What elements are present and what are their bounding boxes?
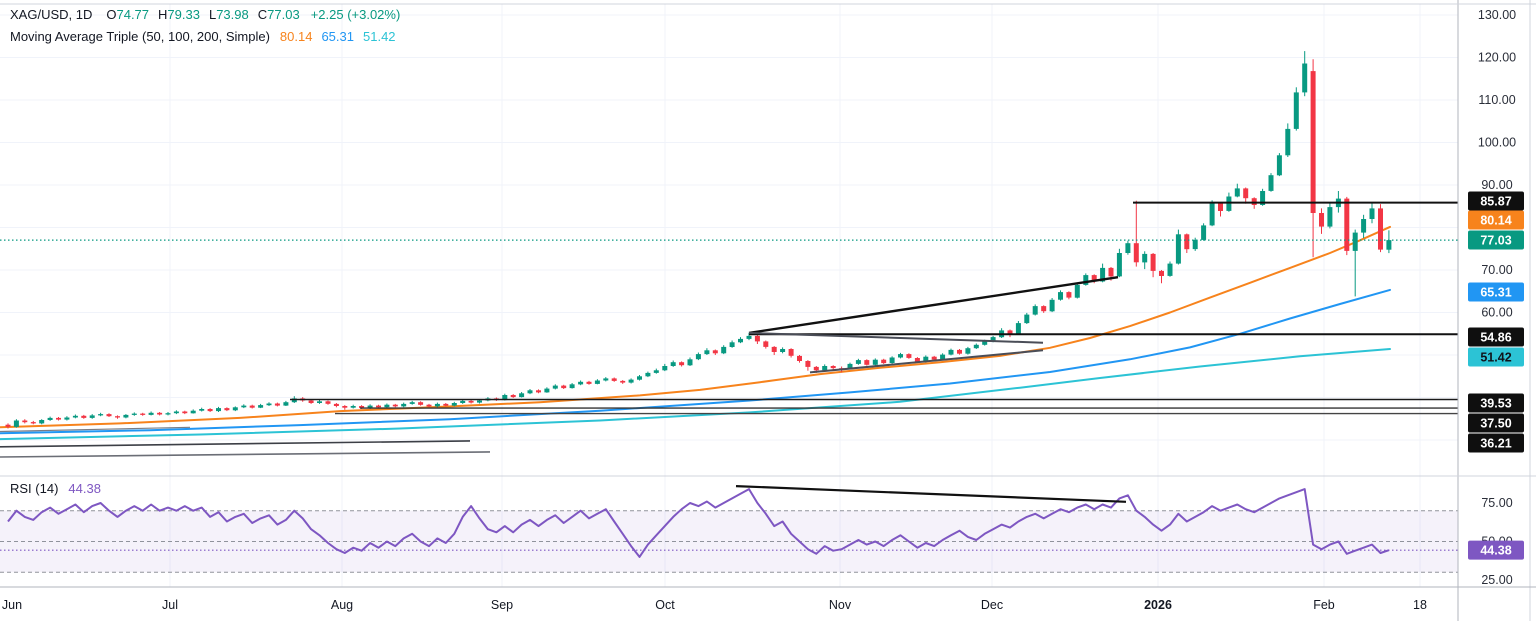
ohlc-high: H79.33 <box>158 7 200 22</box>
svg-text:Sep: Sep <box>491 598 513 612</box>
rsi-legend-row[interactable]: RSI (14) 44.38 <box>10 481 101 496</box>
svg-text:100.00: 100.00 <box>1478 136 1516 150</box>
symbol-legend-row[interactable]: XAG/USD, 1D O74.77 H79.33 L73.98 C77.03 … <box>10 7 405 22</box>
ma-indicator-title: Moving Average Triple (50, 100, 200, Sim… <box>10 29 270 44</box>
ohlc-close: C77.03 <box>257 7 300 22</box>
ohlc-low: L73.98 <box>208 7 249 22</box>
trendlines-layer[interactable] <box>0 276 1119 458</box>
price-change: +2.25 (+3.02%) <box>310 7 401 22</box>
svg-text:85.87: 85.87 <box>1480 195 1511 209</box>
grid-layer <box>0 4 1458 587</box>
rsi-trendline[interactable] <box>735 485 1127 503</box>
chart-plot-area[interactable] <box>0 0 1458 587</box>
svg-text:18: 18 <box>1413 598 1427 612</box>
pane-divider[interactable] <box>0 475 1536 478</box>
svg-text:51.42: 51.42 <box>1480 351 1511 365</box>
svg-text:65.31: 65.31 <box>1480 286 1511 300</box>
svg-text:44.38: 44.38 <box>1480 544 1511 558</box>
svg-text:Nov: Nov <box>829 598 852 612</box>
ma50-value: 80.14 <box>279 29 313 44</box>
ohlc-open: O74.77 <box>106 7 150 22</box>
svg-text:54.86: 54.86 <box>1480 331 1511 345</box>
svg-text:Aug: Aug <box>331 598 353 612</box>
time-axis[interactable]: Jun Jul Aug Sep Oct Nov Dec 2026 Feb 18 <box>2 598 1427 612</box>
svg-text:77.03: 77.03 <box>1480 234 1511 248</box>
svg-text:130.00: 130.00 <box>1478 8 1516 22</box>
svg-text:2026: 2026 <box>1144 598 1172 612</box>
svg-text:37.50: 37.50 <box>1480 417 1511 431</box>
svg-text:25.00: 25.00 <box>1481 573 1512 587</box>
symbol-title: XAG/USD, 1D <box>10 7 93 22</box>
svg-text:60.00: 60.00 <box>1481 306 1512 320</box>
svg-text:Feb: Feb <box>1313 598 1335 612</box>
svg-text:Oct: Oct <box>655 598 675 612</box>
rsi-band <box>0 510 1458 573</box>
svg-text:Jul: Jul <box>162 598 178 612</box>
svg-text:70.00: 70.00 <box>1481 263 1512 277</box>
ma-100-line <box>0 288 1391 435</box>
svg-text:75.00: 75.00 <box>1481 496 1512 510</box>
rsi-indicator-title: RSI (14) <box>10 481 59 496</box>
rsi-value: 44.38 <box>68 481 101 496</box>
pane-borders <box>0 3 1536 588</box>
rsi-badge <box>1468 540 1524 560</box>
price-axis[interactable]: 130.00 120.00 110.00 100.00 90.00 70.00 60.00 7… <box>1457 0 1536 621</box>
svg-text:120.00: 120.00 <box>1478 51 1516 65</box>
svg-text:Jun: Jun <box>2 598 22 612</box>
ma-200-line <box>0 348 1391 441</box>
svg-text:36.21: 36.21 <box>1480 437 1511 451</box>
svg-text:90.00: 90.00 <box>1481 178 1512 192</box>
ma-legend-row[interactable]: Moving Average Triple (50, 100, 200, Sim… <box>10 29 405 44</box>
price-badges: 85.87 80.14 77.03 65.31 54.86 51.42 39.5… <box>1468 191 1524 560</box>
svg-text:110.00: 110.00 <box>1478 93 1515 107</box>
horizontal-level-lines[interactable] <box>290 201 1458 415</box>
svg-text:Dec: Dec <box>981 598 1003 612</box>
legend: XAG/USD, 1D O74.77 H79.33 L73.98 C77.03 … <box>10 7 405 51</box>
ma100-value: 65.31 <box>321 29 354 44</box>
ma200-value: 51.42 <box>363 29 396 44</box>
svg-text:39.53: 39.53 <box>1480 397 1511 411</box>
svg-text:80.14: 80.14 <box>1480 214 1511 228</box>
rsi-line <box>7 488 1390 558</box>
